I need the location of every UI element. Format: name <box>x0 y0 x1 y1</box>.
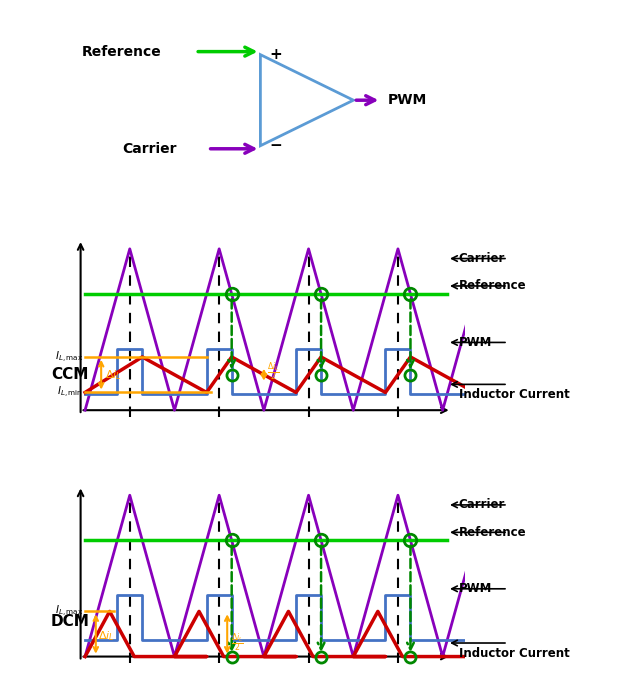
Text: PWM: PWM <box>459 582 492 595</box>
Text: PWM: PWM <box>388 93 427 107</box>
Text: $I_{L,\mathrm{min}}$: $I_{L,\mathrm{min}}$ <box>58 385 83 400</box>
Text: Carrier: Carrier <box>459 498 505 511</box>
Text: $\frac{\Delta i_L}{2}$: $\frac{\Delta i_L}{2}$ <box>231 632 244 654</box>
Text: CCM: CCM <box>51 367 89 382</box>
Text: −: − <box>270 138 283 153</box>
Text: Reference: Reference <box>81 44 161 58</box>
Text: $\Delta i_L$: $\Delta i_L$ <box>105 368 122 382</box>
Text: Inductor Current: Inductor Current <box>459 648 570 660</box>
Text: Inductor Current: Inductor Current <box>459 387 570 400</box>
Text: Carrier: Carrier <box>459 252 505 265</box>
Text: $I_{L,\mathrm{max}}$: $I_{L,\mathrm{max}}$ <box>55 604 83 619</box>
Text: Carrier: Carrier <box>122 142 177 155</box>
Text: $\frac{\Delta i_L}{2}$: $\frac{\Delta i_L}{2}$ <box>267 360 280 383</box>
Text: PWM: PWM <box>459 336 492 349</box>
Text: Reference: Reference <box>459 280 526 292</box>
Text: $\Delta i_L$: $\Delta i_L$ <box>99 629 115 643</box>
Text: +: + <box>270 47 283 62</box>
Text: Reference: Reference <box>459 526 526 539</box>
Text: $I_{L,\mathrm{max}}$: $I_{L,\mathrm{max}}$ <box>55 349 83 364</box>
Text: DCM: DCM <box>50 613 89 629</box>
